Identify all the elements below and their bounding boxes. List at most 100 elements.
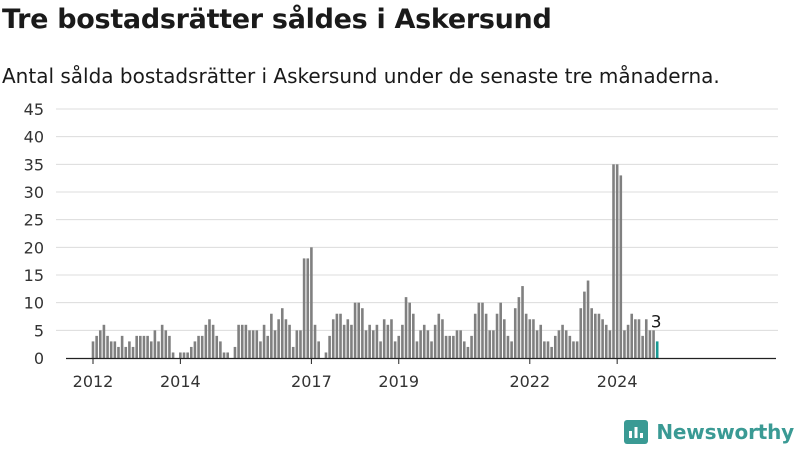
bar — [452, 335, 455, 358]
bar — [579, 308, 583, 358]
bar — [397, 335, 401, 358]
bar — [535, 330, 539, 358]
bar — [390, 319, 393, 358]
bar — [328, 335, 331, 358]
bar — [601, 319, 604, 358]
bar — [473, 313, 477, 358]
bar — [251, 330, 255, 358]
bar — [361, 308, 364, 358]
bar — [586, 280, 590, 358]
bar — [495, 313, 499, 358]
bar — [597, 313, 601, 358]
bar — [641, 335, 644, 358]
bar — [113, 341, 117, 358]
bar — [637, 319, 641, 358]
bar — [350, 324, 353, 358]
bar — [499, 302, 502, 358]
bar — [208, 319, 211, 358]
bar — [102, 324, 106, 358]
bar — [462, 341, 466, 358]
bar — [310, 247, 313, 358]
bar — [299, 330, 302, 358]
bar — [532, 319, 535, 358]
bar — [412, 313, 415, 358]
y-tick-label: 0 — [34, 349, 44, 368]
bar — [219, 341, 222, 358]
bar — [215, 335, 219, 358]
bar-highlighted — [655, 341, 659, 358]
bar — [353, 302, 357, 358]
bar — [575, 341, 579, 358]
bar — [543, 341, 546, 358]
bar — [302, 258, 306, 358]
bar — [98, 330, 102, 358]
bar — [619, 175, 623, 358]
bar — [339, 313, 342, 358]
newsworthy-logo-icon — [624, 420, 649, 444]
bar — [386, 324, 390, 358]
bar — [288, 324, 291, 358]
y-tick-label: 10 — [24, 294, 44, 313]
bar — [179, 352, 182, 358]
bar — [371, 330, 375, 358]
bar — [204, 324, 208, 358]
bar — [331, 319, 335, 358]
bar — [324, 352, 328, 358]
x-tick-label: 2022 — [509, 372, 550, 391]
bar — [244, 324, 248, 358]
bar — [211, 324, 215, 358]
bar — [168, 335, 171, 358]
bar — [448, 335, 452, 358]
bar — [652, 330, 655, 358]
bar — [470, 335, 473, 358]
y-tick-label: 25 — [24, 211, 44, 230]
bar — [149, 341, 153, 358]
bar — [626, 324, 630, 358]
y-tick-label: 40 — [24, 128, 44, 147]
bar — [426, 330, 430, 358]
bar — [630, 313, 634, 358]
bar — [270, 313, 273, 358]
bar — [564, 330, 568, 358]
bar — [572, 341, 575, 358]
bar — [200, 335, 204, 358]
x-tick-label: 2019 — [378, 372, 419, 391]
bar — [295, 330, 299, 358]
chart-title: Tre bostadsrätter såldes i Askersund — [2, 4, 552, 35]
bar — [266, 335, 270, 358]
bar — [648, 330, 652, 358]
x-axis: 2012 2014 2017 2019 2022 2024 — [66, 357, 776, 391]
y-tick-label: 45 — [24, 100, 44, 119]
bar — [189, 346, 193, 358]
x-tick-label: 2012 — [73, 372, 114, 391]
bar — [477, 302, 481, 358]
bar — [284, 319, 288, 358]
bar — [291, 346, 295, 358]
bar — [313, 324, 317, 358]
bar — [459, 330, 462, 358]
bar — [546, 341, 550, 358]
bar — [604, 324, 608, 358]
bar — [273, 330, 277, 358]
bar — [441, 319, 444, 358]
bar — [342, 324, 346, 358]
bar — [437, 313, 441, 358]
y-tick-label: 30 — [24, 183, 44, 202]
bar — [153, 330, 157, 358]
bar — [91, 341, 95, 358]
bar — [262, 324, 266, 358]
bar — [615, 164, 619, 358]
bar — [644, 319, 648, 358]
bar — [503, 319, 506, 358]
y-tick-label: 35 — [24, 155, 44, 174]
x-tick-label: 2014 — [160, 372, 201, 391]
bar — [255, 330, 259, 358]
bar — [233, 346, 237, 358]
bar — [248, 330, 251, 358]
x-tick-label: 2024 — [597, 372, 638, 391]
bar — [517, 297, 521, 358]
bar — [415, 341, 419, 358]
bar — [401, 324, 404, 358]
bar — [259, 341, 262, 358]
